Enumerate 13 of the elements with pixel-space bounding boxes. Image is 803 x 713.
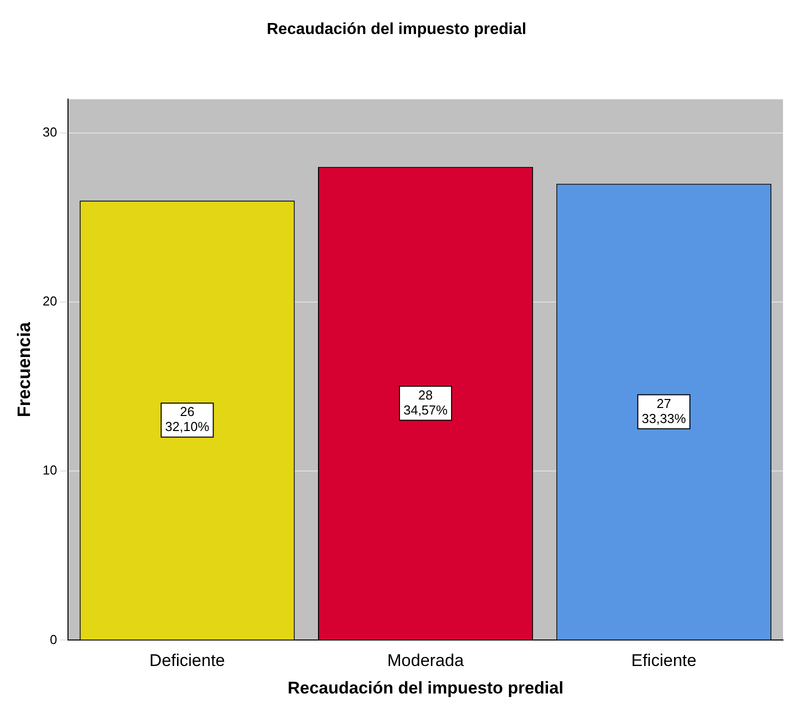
x-tick-label: Eficiente [631, 651, 696, 670]
y-tick-label: 30 [42, 124, 58, 140]
data-label: 27 33,33% [642, 396, 686, 426]
data-label: 26 32,10% [165, 404, 210, 434]
x-tick-label: Deficiente [149, 651, 226, 670]
y-tick-label: 20 [42, 294, 58, 309]
x-tick-label: Moderada [387, 651, 464, 670]
chart-title: Recaudación del impuesto predial [266, 21, 526, 38]
y-tick-label: 10 [42, 462, 58, 478]
y-axis-title: Frecuencia [14, 321, 34, 418]
data-label: 28 34,57% [403, 387, 448, 418]
x-axis-title: Recaudación del impuesto predial [288, 678, 564, 698]
y-tick-label: 0 [50, 632, 58, 647]
